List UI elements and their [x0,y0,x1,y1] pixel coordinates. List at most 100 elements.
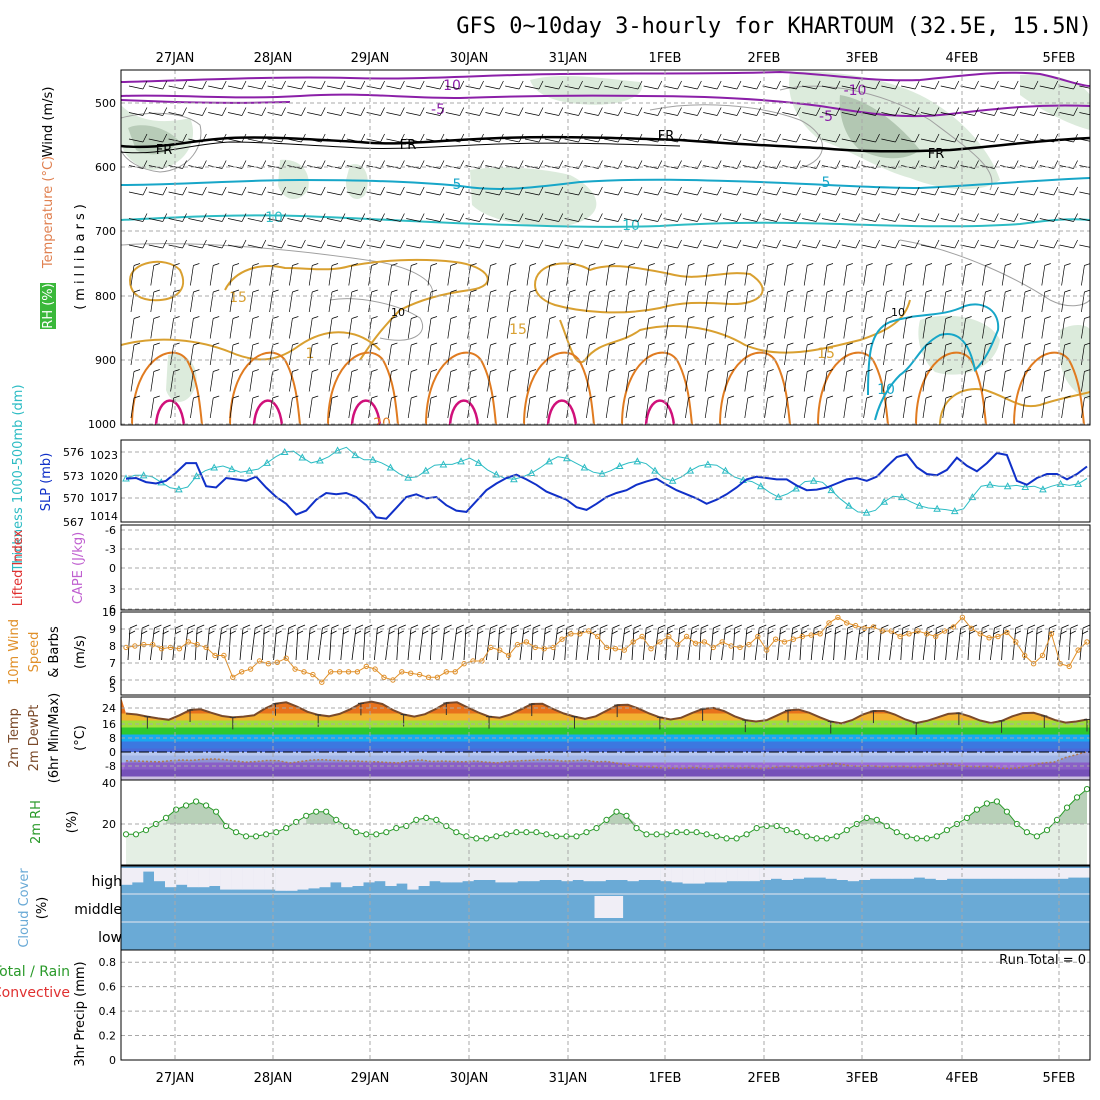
upper-wind-barb [308,291,313,313]
rh2m-marker [383,829,390,836]
rh2m-markers [122,786,1090,842]
upper-wind-barb-flag [815,80,821,90]
wind-barb-flag [724,630,731,635]
upper-wind-barb [843,371,848,392]
upper-wind-barb-flag [400,133,405,143]
rh2m-marker [423,814,430,822]
rh2m-marker [703,831,710,838]
date-label: 27JAN [156,1071,195,1086]
upper-wind-barb-flag [807,342,814,346]
upper-wind-barb-flag [589,263,596,266]
upper-wind-barb [940,138,955,143]
upper-wind-barb-flag [213,263,220,266]
upper-wind-barb [724,344,729,366]
panel-frame [120,611,1091,696]
upper-wind-barb-flag [1033,80,1039,90]
upper-wind-barb [1059,244,1074,249]
rh2m-marker [983,800,991,807]
cloud-high-gap [649,868,661,880]
upper-wind-barb [762,218,777,222]
upper-wind-barb [505,112,520,116]
upper-wind-barb [406,165,421,169]
upper-wind-barb [942,344,947,366]
wind10-marker [301,669,307,675]
upper-wind-barb [861,191,876,196]
upper-wind-barb-flag [727,289,735,293]
thickness-marker [915,501,924,509]
date-label: 29JAN [351,51,390,66]
upper-wind-barb-flag [252,342,259,346]
upper-wind-barb-flag [708,395,715,399]
upper-wind-barb-flag [677,239,682,249]
upper-wind-barb [605,371,610,392]
contour-label: 15 [229,290,247,306]
wind-barb-flag [455,630,462,635]
upper-wind-barb [685,397,689,419]
wind-barb-flag [410,624,419,629]
upper-wind-barb-flag [1005,263,1012,266]
upper-wind-barb-flag [628,263,636,266]
temp-contour-25 [350,399,382,425]
upper-wind-barb [821,138,837,143]
upper-wind-barb [524,191,540,196]
upper-wind-barb [188,112,203,116]
ylabel-wind10-2: Speed [27,632,42,673]
wind10-marker [310,671,316,678]
upper-wind-barb-flag [261,186,267,196]
upper-wind-barb [267,191,282,196]
temp-contour-20 [229,351,301,425]
upper-wind-barb [823,344,828,366]
temp-contour-10 [121,214,1090,228]
upper-wind-barb-flag [756,80,762,90]
upper-wind-barb-flag [1013,133,1019,143]
upper-wind-barb-flag [202,186,207,196]
upper-wind-barb-flag [945,395,952,399]
wind10-marker [514,641,521,648]
wind-barb-flag [1027,624,1036,629]
temp-color-band [121,752,1090,756]
thickness-marker [492,470,501,478]
upper-wind-barb [643,85,658,90]
upper-wind-barb-flag [518,213,524,222]
rh2m-marker [463,833,470,840]
upper-wind-barb [445,112,460,116]
rh-dark-region [966,801,1017,824]
wind-barb-flag [1061,624,1069,629]
thickness-marker [333,446,342,454]
upper-wind-barb-flag [677,213,682,222]
wind-barb-flag [321,630,328,635]
upper-wind-barb-flag [1064,289,1071,293]
rh2m-marker [903,833,910,840]
cloud-high-gap [418,868,430,886]
upper-wind-barb-flag [668,263,675,266]
upper-wind-barb [190,397,194,419]
upper-wind-barb [643,165,658,169]
upper-wind-barb [445,138,460,143]
upper-wind-barb [368,318,372,339]
wind-barb-flag [389,624,397,629]
upper-wind-barb [328,291,333,313]
upper-wind-barb-flag [411,395,418,399]
y-tick-label: 7 [109,657,116,670]
cloud-high-gap [385,868,397,886]
upper-wind-barb [843,318,848,339]
upper-wind-barb [1041,344,1046,366]
upper-wind-barb [308,371,313,392]
upper-wind-barb-flag [776,107,781,116]
upper-wind-barb [346,112,361,116]
upper-wind-barb-flag [1024,395,1032,399]
upper-wind-barb [803,371,808,392]
wind-barb-flag [444,624,452,629]
thickness-marker [774,493,783,501]
upper-wind-barb [467,318,471,339]
upper-wind-barb [861,138,876,143]
upper-wind-barb-flag [895,186,900,196]
upper-wind-barb-flag [668,395,675,399]
wind10-marker [612,646,619,652]
cloud-high-gap [308,868,320,889]
upper-wind-barb [586,371,590,392]
wind-barb-flag [532,630,539,635]
upper-wind-barb [802,85,817,90]
upper-wind-barb [148,138,163,143]
upper-wind-barb-flag [906,316,913,319]
